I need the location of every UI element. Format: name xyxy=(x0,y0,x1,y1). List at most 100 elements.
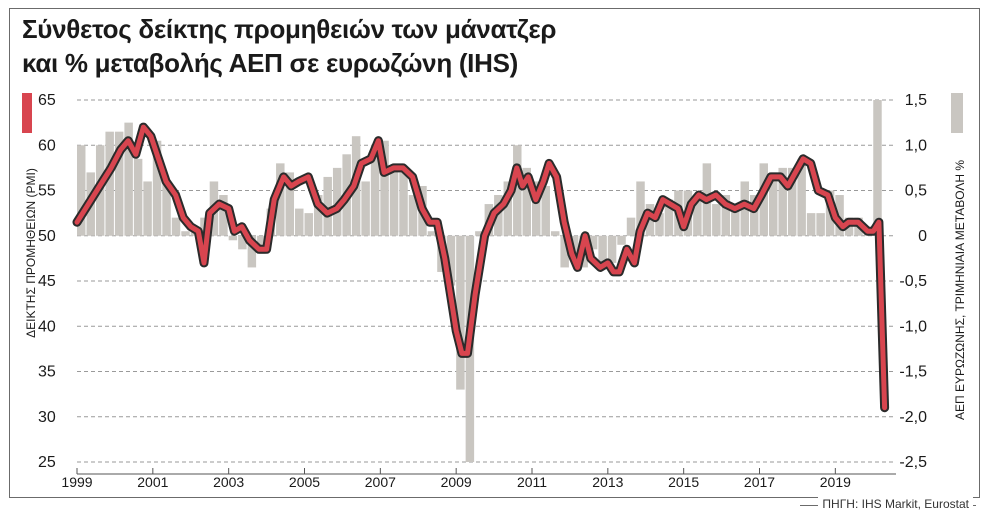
right-tick-label: 0 xyxy=(918,228,927,245)
pmi-line-series xyxy=(74,124,888,411)
pmi-legend-swatch xyxy=(22,93,32,133)
right-tick-label: 1,0 xyxy=(905,137,927,154)
axes: 25 -2,5 30 -2,0 35 -1,5 40 -1,0 45 -0,5 50 0 55 0,5 60… xyxy=(22,92,967,490)
x-tick-label: 2005 xyxy=(289,474,320,490)
gdp-bar xyxy=(797,158,806,236)
gdp-bar xyxy=(617,235,626,245)
gdp-bar xyxy=(636,181,645,236)
gdp-bar xyxy=(750,195,759,236)
gdp-bar xyxy=(626,217,636,236)
grid-lines xyxy=(77,99,896,463)
right-tick-label: 0,5 xyxy=(905,183,927,200)
x-tick-label: 2019 xyxy=(820,474,851,490)
right-tick-label: -2,0 xyxy=(899,409,927,426)
left-axis-title: ΔΕΙΚΤΗΣ ΠΡΟΜΗΘΕΙΩΝ (PMI) xyxy=(24,168,38,338)
pmi-line xyxy=(72,122,890,413)
gdp-bar xyxy=(389,167,399,236)
left-tick-label: 45 xyxy=(38,273,56,290)
gdp-bar xyxy=(114,131,124,236)
gdp-bar xyxy=(152,140,162,236)
gdp-bar xyxy=(276,163,285,236)
gdp-bar xyxy=(787,167,797,236)
gdp-bar xyxy=(77,145,86,236)
right-axis-title: ΑΕΠ ΕΥΡΩΖΩΝΗΣ, ΤΡΙΜΗΝΙΑΙΑ ΜΕΤΑΒΟΛΗ % xyxy=(953,160,967,420)
left-tick-label: 55 xyxy=(38,183,56,200)
gdp-bar xyxy=(513,145,522,236)
source-note: ΠΗΓΗ: IHS Markit, Eurostat xyxy=(818,497,973,511)
gdp-legend-swatch xyxy=(951,93,963,133)
x-tick-label: 2011 xyxy=(517,474,547,490)
right-tick-label: -1,0 xyxy=(899,318,927,335)
gdp-bar xyxy=(228,235,238,241)
chart-title: Σύνθετος δείκτης προμηθειών των μάνατζερ… xyxy=(22,12,557,80)
gdp-bar xyxy=(816,213,825,236)
right-tick-label: -2,5 xyxy=(899,454,927,471)
gdp-bar xyxy=(456,235,465,390)
gdp-bar xyxy=(655,213,664,236)
x-tick-label: 2009 xyxy=(441,474,472,490)
gdp-bar xyxy=(494,195,503,236)
gdp-bar xyxy=(427,231,437,236)
gdp-bar xyxy=(731,208,740,236)
gdp-bar xyxy=(550,231,560,236)
gdp-bar xyxy=(408,195,418,236)
gdp-bar xyxy=(313,195,323,236)
gdp-bar xyxy=(712,204,721,236)
x-tick-label: 2015 xyxy=(668,474,699,490)
x-tick-label: 2007 xyxy=(365,474,396,490)
gdp-bar xyxy=(768,172,778,236)
gdp-bar xyxy=(503,181,513,236)
gdp-bar xyxy=(124,122,133,236)
gdp-bar xyxy=(295,208,304,236)
gdp-bar xyxy=(162,181,171,236)
left-tick-label: 40 xyxy=(38,318,56,335)
title-line-2: και % μεταβολής ΑΕΠ σε ευρωζώνη (IHS) xyxy=(22,48,518,78)
gdp-bar xyxy=(181,231,190,236)
gdp-bar xyxy=(475,231,484,236)
x-tick-label: 1999 xyxy=(61,474,92,490)
left-tick-label: 25 xyxy=(38,454,56,471)
gdp-bar xyxy=(873,100,882,236)
title-line-1: Σύνθετος δείκτης προμηθειών των μάνατζερ xyxy=(22,14,557,44)
gdp-bar xyxy=(238,235,247,250)
gdp-bar xyxy=(664,199,674,236)
x-tick-label: 2017 xyxy=(744,474,775,490)
gdp-bar xyxy=(607,235,617,263)
right-tick-label: 1,5 xyxy=(905,92,927,109)
gdp-bar xyxy=(219,195,228,236)
gdp-bar xyxy=(133,158,143,236)
gdp-bar xyxy=(806,213,816,236)
left-tick-label: 30 xyxy=(38,409,56,426)
gdp-bar xyxy=(370,145,380,236)
gdp-bar xyxy=(645,204,655,236)
gdp-bar xyxy=(361,181,370,236)
gdp-bar xyxy=(105,131,114,236)
left-tick-label: 65 xyxy=(38,92,56,109)
gdp-bar xyxy=(171,217,181,236)
gdp-bar xyxy=(560,235,569,268)
gdp-bar xyxy=(693,195,702,236)
gdp-bar xyxy=(285,172,295,236)
gdp-bar xyxy=(778,167,787,236)
gdp-bar xyxy=(532,181,541,236)
gdp-bar xyxy=(399,172,408,236)
gdp-bar xyxy=(323,176,332,236)
right-tick-label: -1,5 xyxy=(899,364,927,381)
left-tick-label: 35 xyxy=(38,364,56,381)
gdp-bar xyxy=(588,235,598,250)
gdp-bar xyxy=(143,181,152,236)
gdp-bar xyxy=(247,235,257,268)
left-tick-label: 50 xyxy=(38,228,56,245)
gdp-bar xyxy=(598,235,607,268)
right-tick-label: -0,5 xyxy=(899,273,927,290)
gdp-bar xyxy=(304,213,313,236)
x-tick-label: 2013 xyxy=(592,474,623,490)
gdp-bar xyxy=(835,195,844,236)
gdp-bar xyxy=(721,195,731,236)
left-tick-label: 60 xyxy=(38,137,56,154)
gdp-bar xyxy=(541,185,550,236)
gdp-bar xyxy=(522,167,531,236)
x-tick-label: 2003 xyxy=(213,474,244,490)
x-tick-label: 2001 xyxy=(137,474,168,490)
